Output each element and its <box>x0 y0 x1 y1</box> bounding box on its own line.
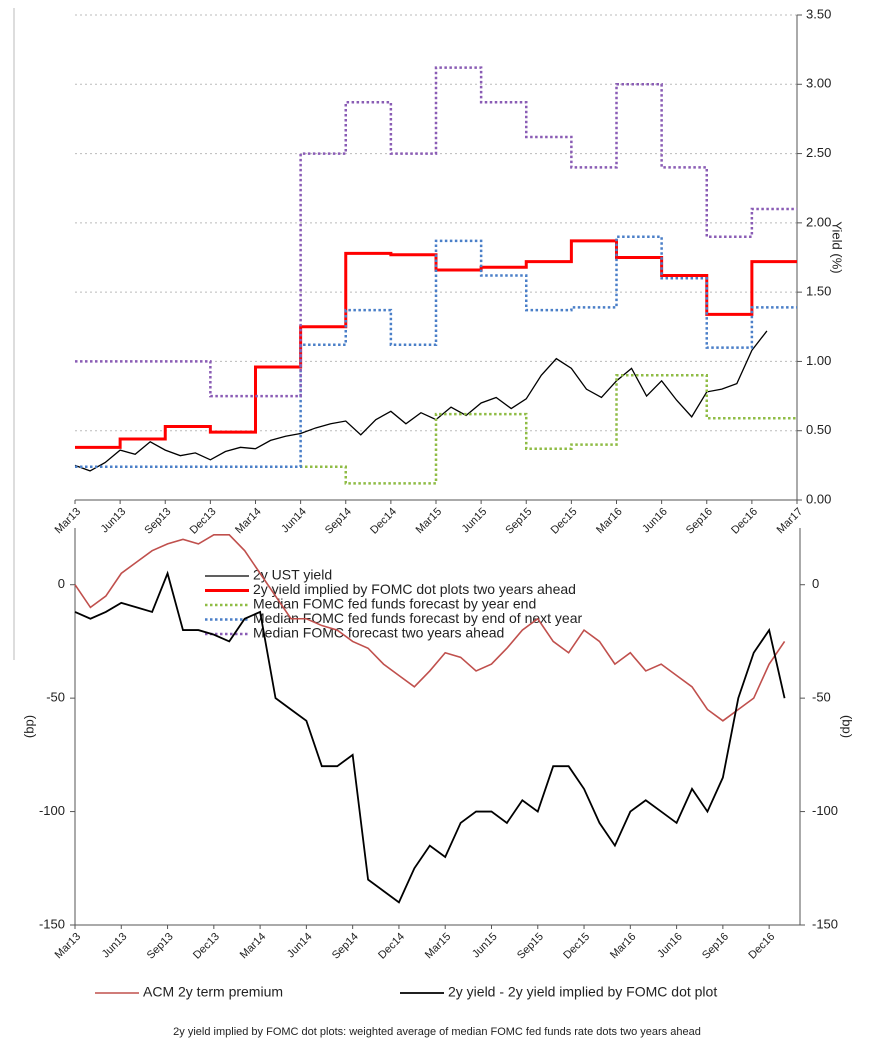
y-tick-label: 2.00 <box>806 214 831 229</box>
x-tick-label: Sep13 <box>142 506 173 537</box>
x-tick-label: Jun13 <box>100 931 130 961</box>
x-tick-label: Dec15 <box>561 931 592 962</box>
x-tick-label: Sep15 <box>515 931 546 962</box>
x-tick-label: Dec14 <box>376 931 407 962</box>
y-tick-label: 1.00 <box>806 353 831 368</box>
y-tick-label: 0.50 <box>806 422 831 437</box>
y2-tick-label: -100 <box>812 803 838 818</box>
x-tick-label: Sep15 <box>503 506 534 537</box>
legend-label: Median FOMC fed funds forecast by year e… <box>253 596 536 612</box>
x-tick-label: Dec13 <box>191 931 222 962</box>
y-tick-label: -50 <box>46 690 65 705</box>
x-tick-label: Mar16 <box>594 506 625 537</box>
y2-tick-label: -150 <box>812 916 838 931</box>
series-line <box>75 66 797 398</box>
series-line <box>75 235 797 468</box>
x-tick-label: Dec14 <box>368 506 399 537</box>
y-tick-label: 0 <box>58 576 65 591</box>
x-tick-label: Dec16 <box>729 506 760 537</box>
x-tick-label: Sep14 <box>330 931 361 962</box>
y2-axis-label: (bp) <box>840 715 855 738</box>
y-axis-label: Yield (%) <box>830 221 845 273</box>
x-tick-label: Mar15 <box>414 506 445 537</box>
legend-label: Median FOMC forecast two years ahead <box>253 625 504 641</box>
x-tick-label: Sep16 <box>700 931 731 962</box>
y2-tick-label: 0 <box>812 576 819 591</box>
x-tick-label: Mar15 <box>423 931 454 962</box>
legend-label: 2y UST yield <box>253 567 332 583</box>
y-tick-label: 3.50 <box>806 6 831 21</box>
x-tick-label: Jun14 <box>279 506 309 536</box>
x-tick-label: Mar14 <box>233 506 264 537</box>
x-tick-label: Jun13 <box>99 506 129 536</box>
y-tick-label: 1.50 <box>806 284 831 299</box>
x-tick-label: Mar13 <box>53 931 84 962</box>
series-line <box>74 330 768 472</box>
x-tick-label: Dec15 <box>549 506 580 537</box>
legend-label: 2y yield implied by FOMC dot plots two y… <box>253 581 576 597</box>
y2-tick-label: -50 <box>812 690 831 705</box>
legend-label: 2y yield - 2y yield implied by FOMC dot … <box>448 984 717 1000</box>
series-line <box>74 570 786 904</box>
x-tick-label: Sep14 <box>323 506 354 537</box>
footnote: 2y yield implied by FOMC dot plots: weig… <box>173 1026 701 1038</box>
y-tick-label: 3.00 <box>806 76 831 91</box>
x-tick-label: Jun15 <box>460 506 490 536</box>
x-tick-label: Jun16 <box>640 506 670 536</box>
x-tick-label: Sep13 <box>145 931 176 962</box>
legend-label: Median FOMC fed funds forecast by end of… <box>253 610 583 626</box>
x-tick-label: Jun16 <box>655 931 685 961</box>
x-tick-label: Dec16 <box>746 931 777 962</box>
y-tick-label: -150 <box>39 916 65 931</box>
y-tick-label: 0.00 <box>806 491 831 506</box>
x-tick-label: Jun14 <box>285 931 315 961</box>
legend-label: ACM 2y term premium <box>143 984 283 1000</box>
x-tick-label: Mar17 <box>775 506 806 537</box>
series-line <box>74 534 786 722</box>
x-tick-label: Dec13 <box>188 506 219 537</box>
x-tick-label: Mar14 <box>238 931 269 962</box>
y-axis-label: (bp) <box>21 715 36 738</box>
y-tick-label: 2.50 <box>806 145 831 160</box>
y-tick-label: -100 <box>39 803 65 818</box>
x-tick-label: Mar13 <box>53 506 84 537</box>
x-tick-label: Mar16 <box>608 931 639 962</box>
series-line <box>75 374 797 485</box>
x-tick-label: Jun15 <box>470 931 500 961</box>
x-tick-label: Sep16 <box>684 506 715 537</box>
